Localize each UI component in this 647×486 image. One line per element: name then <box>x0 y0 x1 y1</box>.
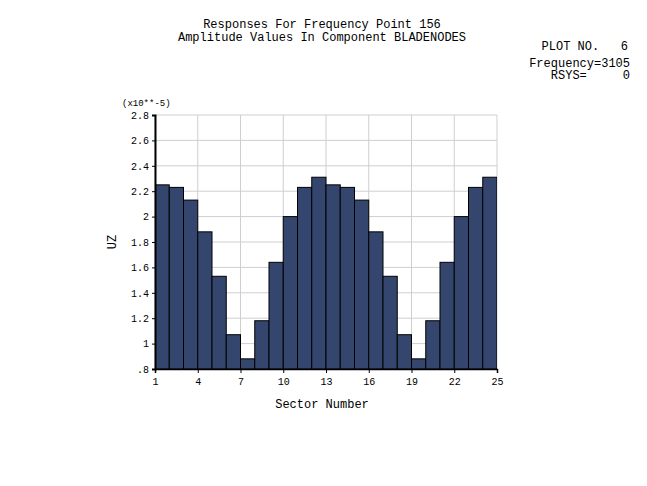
y-tick: 2 <box>143 212 155 223</box>
subtitle: Amplitude Values In Component BLADENODES <box>178 31 466 45</box>
y-tick-label: 2.2 <box>131 187 149 198</box>
x-tick-label: 19 <box>406 377 418 388</box>
y-tick-mark <box>152 115 155 116</box>
bar <box>426 321 440 369</box>
y-axis: .8 1 1.2 1.4 1.6 1.8 2 2.2 2.4 2.6 2.8 <box>131 111 156 376</box>
bar <box>198 232 212 369</box>
x-tick-mark <box>241 369 242 373</box>
x-tick-mark <box>326 369 327 373</box>
y-tick-label: 2.8 <box>131 111 149 122</box>
bar <box>255 321 269 369</box>
y-tick-mark <box>152 166 155 167</box>
x-tick-mark <box>497 369 498 373</box>
x-tick-label: 10 <box>278 377 290 388</box>
y-tick-mark <box>152 293 155 294</box>
x-tick: 16 <box>363 369 375 388</box>
y-tick-mark <box>152 140 155 141</box>
bar <box>469 187 483 369</box>
y-tick-label: 2.6 <box>131 136 149 147</box>
bar <box>369 232 383 369</box>
annotation: RSYS= 0 <box>551 69 630 83</box>
y-tick-mark <box>152 191 155 192</box>
y-tick: 2.6 <box>131 136 155 147</box>
bar <box>454 217 468 369</box>
x-axis: 1 4 7 10 13 16 19 22 25 <box>152 369 503 388</box>
x-tick-mark <box>369 369 370 373</box>
y-tick: 1.6 <box>131 263 155 274</box>
grid <box>155 115 497 369</box>
bar <box>326 185 340 369</box>
chart: 147101316192225.811.21.41.61.822.22.42.6… <box>0 0 647 486</box>
x-tick-label: 7 <box>238 377 244 388</box>
y-tick-label: 1.6 <box>131 263 149 274</box>
y-tick-mark <box>152 267 155 268</box>
bar <box>212 276 226 369</box>
y-tick: 2.8 <box>131 111 155 122</box>
x-tick-label: 25 <box>491 377 503 388</box>
bar <box>226 335 240 369</box>
y-tick-label: 1 <box>143 339 149 350</box>
x-tick: 1 <box>152 369 158 388</box>
x-tick-label: 22 <box>449 377 461 388</box>
x-axis-title: Sector Number <box>275 398 369 412</box>
y-tick-mark <box>152 344 155 345</box>
y-tick: 2.2 <box>131 187 155 198</box>
bar <box>440 262 454 369</box>
x-tick-mark <box>454 369 455 373</box>
grid-line-x <box>240 115 241 369</box>
bar <box>298 187 312 369</box>
bar <box>383 276 397 369</box>
y-tick: 1.8 <box>131 238 155 249</box>
y-tick-label: 1.2 <box>131 314 149 325</box>
bar <box>355 200 369 369</box>
bar <box>241 359 255 369</box>
y-tick: .8 <box>137 365 155 376</box>
bar <box>412 359 426 369</box>
bars <box>155 177 497 369</box>
x-tick: 19 <box>406 369 418 388</box>
x-tick: 25 <box>491 369 503 388</box>
y-tick-mark <box>152 318 155 319</box>
annotation: (x10**-5) <box>122 99 171 109</box>
bar <box>340 187 354 369</box>
bar <box>283 217 297 369</box>
y-tick-label: 1.8 <box>131 238 149 249</box>
annotation: PLOT NO. 6 <box>542 40 628 54</box>
y-tick-mark <box>152 242 155 243</box>
bar <box>483 177 497 369</box>
y-tick-label: .8 <box>137 365 149 376</box>
x-axis-line <box>156 370 498 374</box>
y-tick: 1.4 <box>131 289 155 300</box>
x-tick-label: 13 <box>320 377 332 388</box>
bar <box>184 200 198 369</box>
bar <box>155 185 169 369</box>
y-axis-line <box>152 116 156 370</box>
bar <box>269 262 283 369</box>
title: Responses For Frequency Point 156 <box>203 18 441 32</box>
bar <box>169 187 183 369</box>
y-tick-label: 2.4 <box>131 162 149 173</box>
y-tick: 1.2 <box>131 314 155 325</box>
x-tick: 7 <box>238 369 244 388</box>
x-tick: 13 <box>320 369 332 388</box>
x-tick: 10 <box>278 369 290 388</box>
y-tick-label: 2 <box>143 212 149 223</box>
x-tick-label: 1 <box>152 377 158 388</box>
bar <box>397 335 411 369</box>
x-tick-mark <box>198 369 199 373</box>
x-tick: 4 <box>195 369 201 388</box>
bar <box>312 177 326 369</box>
y-tick: 1 <box>143 339 155 350</box>
y-axis-title: UZ <box>106 235 120 249</box>
y-tick-mark <box>152 217 155 218</box>
x-tick-mark <box>412 369 413 373</box>
y-tick: 2.4 <box>131 162 155 173</box>
y-tick-label: 1.4 <box>131 289 149 300</box>
x-tick-label: 16 <box>363 377 375 388</box>
grid-line-x <box>411 115 412 369</box>
x-tick-mark <box>283 369 284 373</box>
x-tick-label: 4 <box>195 377 201 388</box>
y-tick-mark <box>152 369 155 370</box>
x-tick: 22 <box>449 369 461 388</box>
